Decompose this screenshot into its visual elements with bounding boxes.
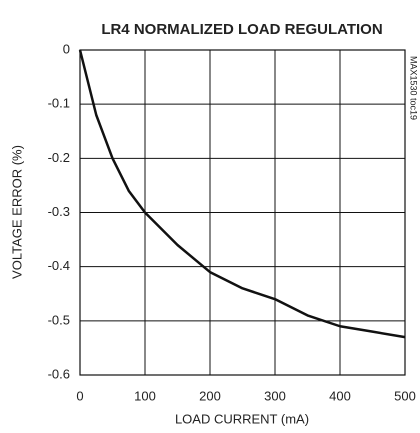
- x-axis-label: LOAD CURRENT (mA): [175, 411, 309, 426]
- y-tick-label: 0: [63, 41, 70, 56]
- y-tick-label: -0.4: [48, 258, 70, 273]
- x-tick-label: 100: [134, 388, 156, 403]
- y-axis-label: VOLTAGE ERROR (%): [9, 145, 24, 279]
- x-tick-label: 200: [199, 388, 221, 403]
- annotation: MAX1530 toc19: [409, 56, 419, 120]
- y-tick-label: -0.1: [48, 96, 70, 111]
- y-tick-label: -0.2: [48, 150, 70, 165]
- x-tick-label: 0: [76, 388, 83, 403]
- plot-frame: [79, 49, 406, 376]
- y-tick-label: -0.6: [48, 366, 70, 381]
- chart-title: LR4 NORMALIZED LOAD REGULATION: [101, 21, 382, 38]
- y-tick-label: -0.5: [48, 312, 70, 327]
- x-tick-label: 300: [264, 388, 286, 403]
- data-line: [78, 49, 406, 339]
- x-tick-label: 400: [329, 388, 351, 403]
- x-tick-label: 500: [394, 388, 416, 403]
- y-tick-label: -0.3: [48, 204, 70, 219]
